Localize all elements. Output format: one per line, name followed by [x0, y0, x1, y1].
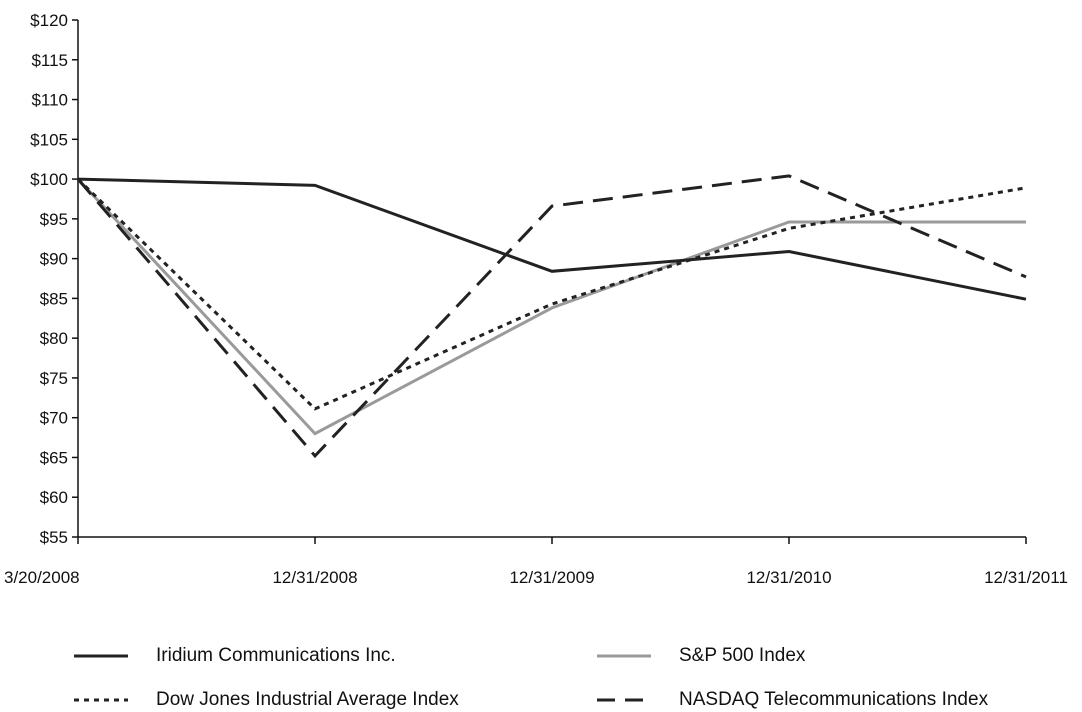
y-tick-label: $60	[40, 488, 68, 507]
y-tick-label: $65	[40, 448, 68, 467]
y-tick-label: $115	[31, 51, 68, 70]
y-tick-label: $80	[40, 329, 68, 348]
legend-swatch-sp500	[597, 654, 651, 658]
legend-label-nasdaq: NASDAQ Telecommunications Index	[679, 689, 989, 710]
series-line-iridium-communications-inc	[77, 177, 1027, 301]
x-tick-label: 12/31/2008	[272, 568, 357, 587]
axes	[72, 19, 1027, 544]
legend-swatch-nasdaq	[597, 698, 651, 702]
x-tick-label: 3/20/2008	[4, 568, 80, 587]
tick-labels: $55 $60 $65 $70 $75 $80 $85 $90 $95 $100 $105 $110 $…	[4, 11, 1068, 587]
series-line-s-p-500-index	[76, 178, 1026, 436]
y-tick-label: $70	[40, 409, 68, 428]
x-tick-label: 12/31/2011	[984, 568, 1068, 587]
legend-label-iridium: Iridium Communications Inc.	[156, 645, 396, 666]
y-tick-label: $75	[40, 369, 68, 388]
series-line-nasdaq-telecommunications-index	[76, 174, 1027, 459]
y-tick-label: $95	[40, 210, 68, 229]
y-tick-label: $120	[30, 11, 68, 30]
legend-item-iridium: Iridium Communications Inc.	[74, 645, 396, 667]
x-tick-label: 12/31/2009	[509, 568, 594, 587]
x-tick-label: 12/31/2010	[746, 568, 831, 587]
legend-label-sp500: S&P 500 Index	[679, 645, 806, 666]
y-tick-label: $90	[40, 250, 68, 269]
legend-item-dow-jones: Dow Jones Industrial Average Index	[74, 689, 459, 711]
legend-item-nasdaq: NASDAQ Telecommunications Index	[597, 689, 988, 711]
legend-swatch-iridium	[74, 654, 128, 658]
y-tick-label: $100	[30, 170, 68, 189]
series-line-dow-jones-industrial-average-index	[76, 178, 1027, 411]
legend-label-dow-jones: Dow Jones Industrial Average Index	[156, 689, 459, 710]
y-tick-label: $85	[40, 289, 68, 308]
y-tick-label: $55	[40, 528, 68, 547]
legend-item-sp500: S&P 500 Index	[597, 645, 805, 667]
series-lines	[76, 174, 1027, 459]
y-tick-label: $110	[31, 91, 68, 110]
y-tick-label: $105	[30, 130, 68, 149]
legend-swatch-dow-jones	[74, 698, 128, 702]
